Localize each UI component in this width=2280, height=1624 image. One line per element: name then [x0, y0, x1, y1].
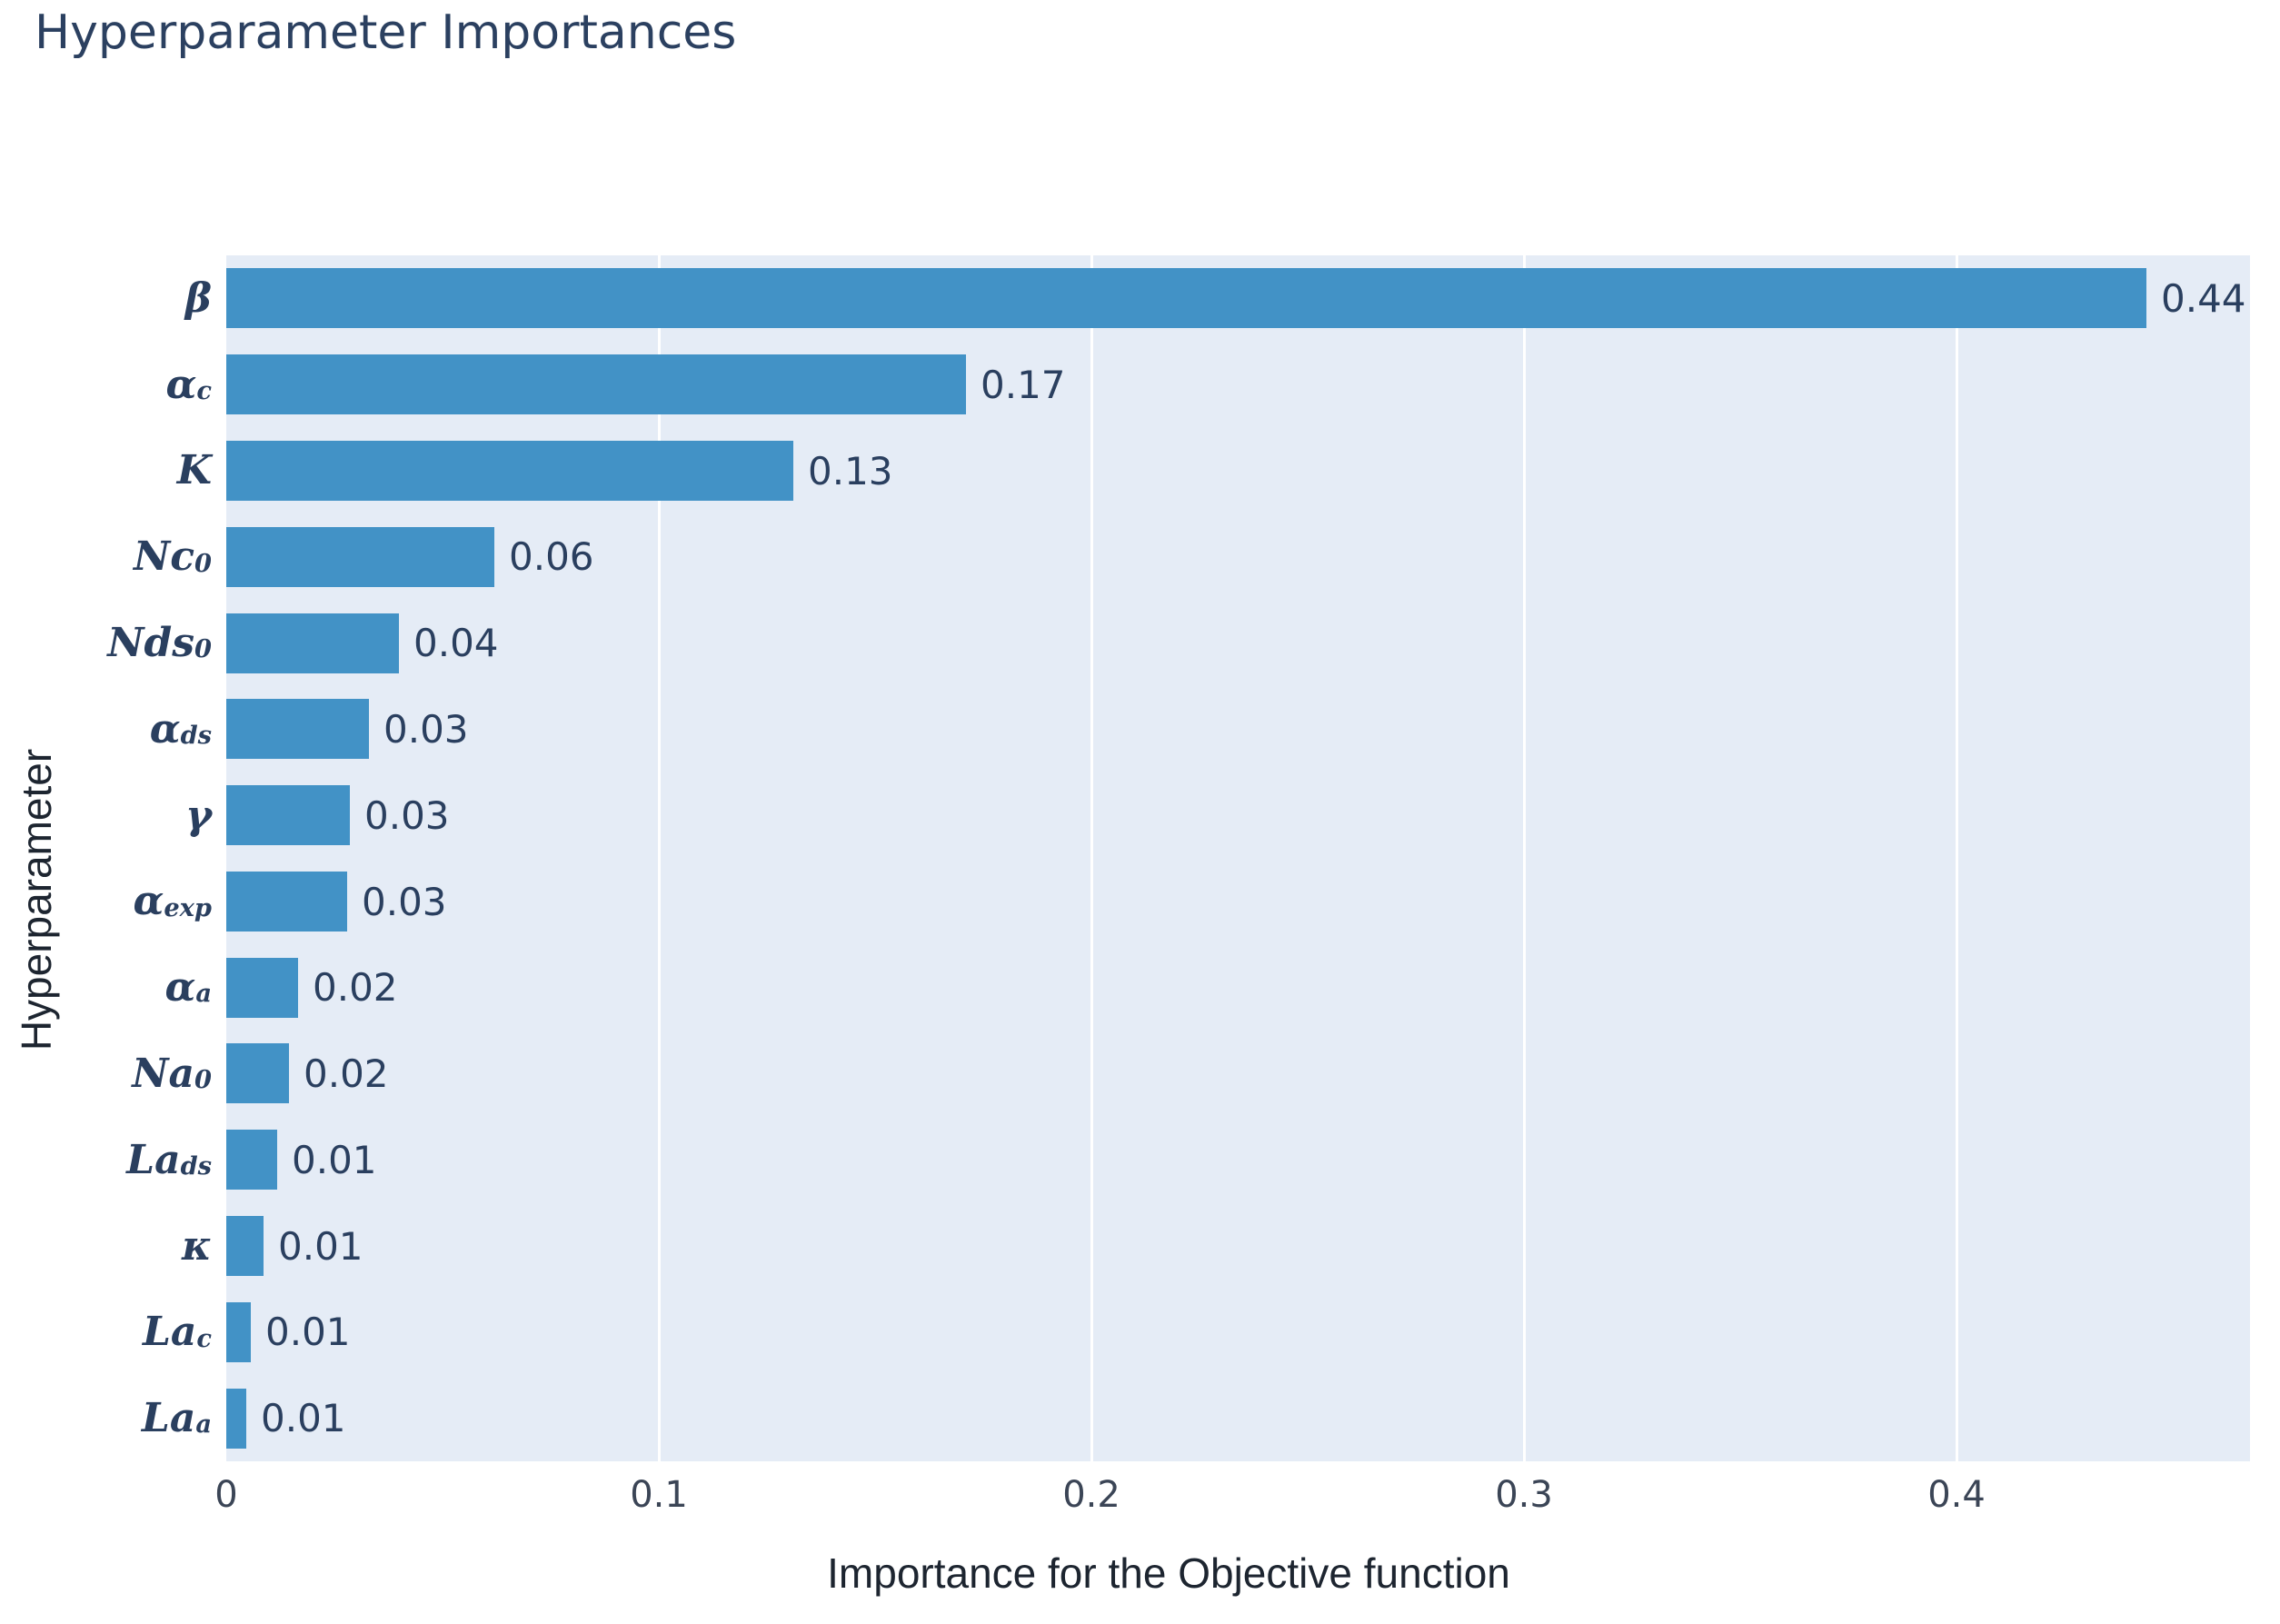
- y-tick-label: La a: [141, 1395, 212, 1442]
- importance-bar[interactable]: [226, 1388, 246, 1449]
- y-tick-label: κ: [182, 1222, 212, 1270]
- bar-row: La ds 0.01: [0, 1117, 2280, 1203]
- bar-value-label: 0.01: [261, 1396, 346, 1441]
- bar-value-label: 0.44: [2161, 276, 2246, 321]
- x-tick-label: 0: [214, 1474, 238, 1516]
- bar-row: K 0.13: [0, 428, 2280, 514]
- y-tick-label: β: [184, 274, 212, 322]
- bar-value-label: 0.02: [313, 965, 398, 1011]
- bar-row: α a 0.02: [0, 944, 2280, 1031]
- bar-value-label: 0.01: [265, 1310, 351, 1355]
- gridline: [1090, 255, 1093, 1461]
- bar-row: β 0.44: [0, 255, 2280, 342]
- bar-value-label: 0.01: [278, 1223, 363, 1269]
- bar-row: La c 0.01: [0, 1289, 2280, 1375]
- y-tick-label: γ: [184, 792, 212, 839]
- y-tick-label: α exp: [133, 878, 212, 925]
- y-tick-label: Nds 0: [107, 620, 212, 667]
- importance-bar[interactable]: [226, 613, 399, 673]
- bar-row: Nds 0 0.04: [0, 600, 2280, 686]
- bar-value-label: 0.03: [364, 792, 450, 838]
- importance-bar[interactable]: [226, 699, 369, 760]
- importance-bar[interactable]: [226, 1216, 264, 1277]
- importance-bar[interactable]: [226, 1130, 277, 1191]
- gridline: [1522, 255, 1526, 1461]
- bar-row: La a 0.01: [0, 1375, 2280, 1461]
- gridline: [1955, 255, 1958, 1461]
- importance-bar[interactable]: [226, 957, 298, 1018]
- bar-value-label: 0.02: [304, 1051, 389, 1097]
- y-tick-label: La ds: [126, 1136, 212, 1183]
- y-tick-label: K: [176, 447, 212, 494]
- y-tick-label: Na 0: [132, 1050, 212, 1097]
- bar-rows-container: β 0.44 α c 0.17 K 0.13 Nc 0 0.06 Nds 0 0.04 α ds 0.03 γ 0…: [0, 255, 2280, 1461]
- x-tick-label: 0.1: [630, 1474, 688, 1516]
- bar-row: Na 0 0.02: [0, 1031, 2280, 1117]
- bar-value-label: 0.17: [981, 362, 1066, 407]
- x-tick-label: 0.4: [1927, 1474, 1986, 1516]
- bar-value-label: 0.13: [808, 448, 893, 493]
- chart-title: Hyperparameter Importances: [35, 5, 737, 60]
- y-tick-label: α ds: [149, 705, 212, 752]
- importance-bar[interactable]: [226, 1301, 251, 1362]
- bar-value-label: 0.03: [383, 706, 469, 752]
- importance-bar[interactable]: [226, 268, 2146, 329]
- bar-row: α ds 0.03: [0, 686, 2280, 772]
- y-axis-title: Hyperparameter: [13, 748, 60, 1051]
- bar-value-label: 0.04: [413, 621, 499, 666]
- bar-row: γ 0.03: [0, 772, 2280, 859]
- importance-bar[interactable]: [226, 354, 966, 415]
- importance-bar[interactable]: [226, 440, 793, 501]
- importance-bar[interactable]: [226, 526, 494, 587]
- x-axis-title: Importance for the Objective function: [827, 1549, 1510, 1597]
- bar-value-label: 0.01: [292, 1137, 377, 1182]
- y-tick-label: La c: [142, 1309, 212, 1356]
- importance-bar[interactable]: [226, 1043, 289, 1104]
- x-tick-label: 0.3: [1495, 1474, 1553, 1516]
- bar-row: Nc 0 0.06: [0, 513, 2280, 600]
- importance-bar[interactable]: [226, 785, 350, 846]
- gridline: [657, 255, 661, 1461]
- x-tick-label: 0.2: [1062, 1474, 1120, 1516]
- bar-row: α c 0.17: [0, 342, 2280, 428]
- bar-row: α exp 0.03: [0, 859, 2280, 945]
- bar-row: κ 0.01: [0, 1203, 2280, 1290]
- bar-value-label: 0.03: [362, 879, 447, 924]
- importance-bar[interactable]: [226, 871, 347, 932]
- y-tick-label: Nc 0: [134, 533, 212, 581]
- bar-value-label: 0.06: [509, 534, 594, 580]
